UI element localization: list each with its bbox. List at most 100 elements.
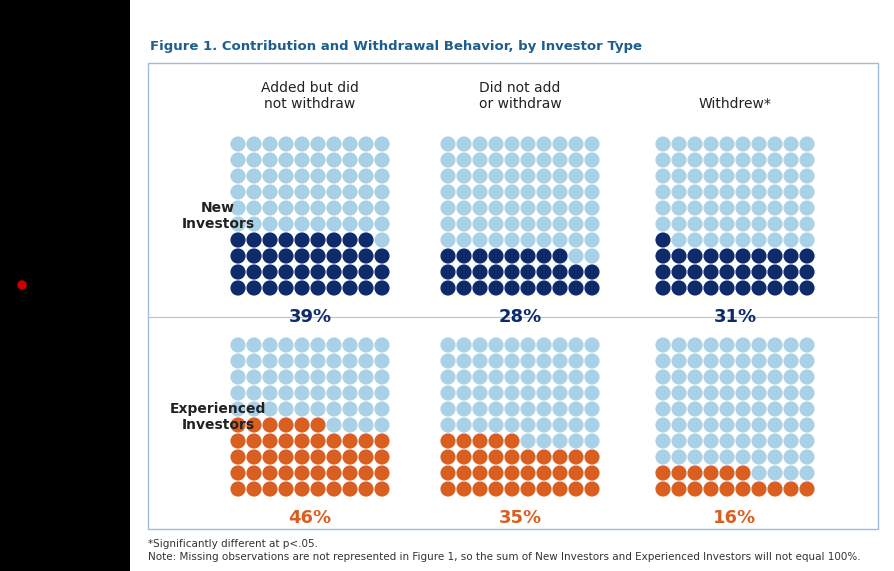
Circle shape [671,137,685,151]
Circle shape [569,434,582,448]
Circle shape [263,402,276,416]
Circle shape [671,217,685,231]
Circle shape [489,137,502,151]
Circle shape [552,450,566,464]
Circle shape [457,233,470,247]
Circle shape [783,402,797,416]
Circle shape [704,482,717,496]
Circle shape [751,418,765,432]
Circle shape [704,354,717,368]
Circle shape [751,233,765,247]
Circle shape [799,402,813,416]
Circle shape [311,434,325,448]
Circle shape [489,265,502,279]
Circle shape [457,137,470,151]
Circle shape [247,450,260,464]
Circle shape [687,137,701,151]
Circle shape [441,466,454,480]
Circle shape [720,185,733,199]
Circle shape [569,450,582,464]
Circle shape [279,233,292,247]
Circle shape [704,466,717,480]
Circle shape [295,370,308,384]
Circle shape [441,153,454,167]
Circle shape [720,450,733,464]
Circle shape [799,137,813,151]
Circle shape [783,434,797,448]
Circle shape [799,281,813,295]
Circle shape [520,137,535,151]
Circle shape [585,434,598,448]
Circle shape [263,249,276,263]
Circle shape [520,386,535,400]
Circle shape [504,265,519,279]
Circle shape [231,153,245,167]
Circle shape [751,281,765,295]
Circle shape [751,466,765,480]
Circle shape [552,137,566,151]
Circle shape [295,201,308,215]
Circle shape [441,169,454,183]
Circle shape [751,482,765,496]
Circle shape [735,233,749,247]
Circle shape [473,338,486,352]
Circle shape [358,450,373,464]
Circle shape [247,153,260,167]
Text: Note: Missing observations are not represented in Figure 1, so the sum of New In: Note: Missing observations are not repre… [148,552,860,562]
Circle shape [326,137,341,151]
Circle shape [720,281,733,295]
Circle shape [799,217,813,231]
Circle shape [767,466,781,480]
Circle shape [441,249,454,263]
Circle shape [457,281,470,295]
Circle shape [342,418,357,432]
Circle shape [263,482,276,496]
Circle shape [358,137,373,151]
Circle shape [767,281,781,295]
Circle shape [231,338,245,352]
Circle shape [375,137,389,151]
Circle shape [342,450,357,464]
Circle shape [720,482,733,496]
Circle shape [569,201,582,215]
Circle shape [504,354,519,368]
Circle shape [585,354,598,368]
Circle shape [375,338,389,352]
Circle shape [279,434,292,448]
Circle shape [326,354,341,368]
Circle shape [520,482,535,496]
Circle shape [783,137,797,151]
Circle shape [704,169,717,183]
Circle shape [295,185,308,199]
Circle shape [799,370,813,384]
Circle shape [342,354,357,368]
Circle shape [473,153,486,167]
Circle shape [457,450,470,464]
Circle shape [326,153,341,167]
Circle shape [655,338,669,352]
Circle shape [735,137,749,151]
Circle shape [767,354,781,368]
Circle shape [799,233,813,247]
Circle shape [569,370,582,384]
Circle shape [783,418,797,432]
Text: 28%: 28% [498,308,541,326]
Circle shape [473,386,486,400]
Circle shape [311,354,325,368]
Circle shape [687,185,701,199]
Circle shape [735,281,749,295]
Circle shape [585,249,598,263]
Circle shape [342,233,357,247]
Circle shape [767,201,781,215]
Circle shape [489,370,502,384]
Circle shape [247,370,260,384]
Circle shape [279,450,292,464]
Circle shape [552,153,566,167]
Circle shape [358,185,373,199]
Circle shape [342,281,357,295]
Circle shape [751,265,765,279]
Circle shape [783,249,797,263]
Text: 35%: 35% [498,509,541,527]
Circle shape [311,249,325,263]
Circle shape [536,434,551,448]
